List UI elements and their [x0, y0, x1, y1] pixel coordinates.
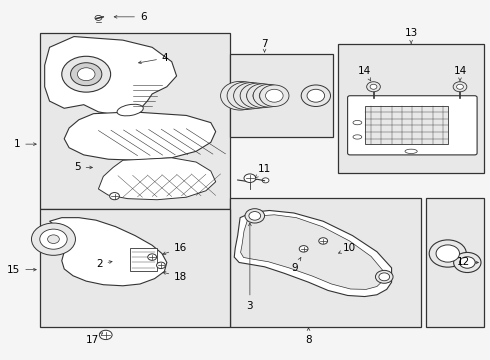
Circle shape [228, 87, 252, 105]
Circle shape [436, 245, 460, 262]
Polygon shape [49, 218, 167, 286]
Circle shape [234, 87, 257, 104]
Circle shape [148, 254, 157, 260]
Bar [130, 248, 157, 271]
Bar [40, 209, 230, 327]
Text: 8: 8 [305, 328, 312, 345]
Circle shape [99, 330, 112, 339]
Text: 1: 1 [14, 139, 36, 149]
Circle shape [62, 56, 111, 92]
Circle shape [457, 84, 464, 89]
Circle shape [367, 82, 380, 92]
Text: 3: 3 [246, 223, 253, 311]
Circle shape [234, 82, 270, 109]
Circle shape [370, 84, 377, 89]
Polygon shape [241, 215, 383, 289]
Ellipse shape [117, 104, 143, 116]
Circle shape [40, 229, 67, 249]
Circle shape [157, 262, 165, 269]
Circle shape [460, 257, 475, 268]
Text: 14: 14 [453, 66, 466, 81]
Text: 14: 14 [358, 66, 371, 81]
Circle shape [319, 238, 328, 244]
Polygon shape [64, 112, 216, 160]
Text: 16: 16 [163, 243, 187, 255]
Circle shape [249, 212, 261, 220]
FancyBboxPatch shape [347, 96, 477, 155]
Ellipse shape [405, 149, 417, 153]
Circle shape [245, 209, 265, 223]
Circle shape [429, 240, 466, 267]
Text: 7: 7 [261, 39, 268, 52]
Bar [230, 198, 421, 327]
Circle shape [253, 84, 284, 107]
Circle shape [95, 15, 102, 21]
Circle shape [246, 84, 279, 108]
Text: 10: 10 [339, 243, 356, 253]
Circle shape [301, 85, 331, 107]
Bar [365, 107, 448, 144]
Polygon shape [234, 211, 392, 297]
Circle shape [241, 87, 263, 104]
Text: 5: 5 [74, 162, 93, 172]
Circle shape [253, 89, 273, 103]
Text: 12: 12 [457, 257, 478, 267]
Circle shape [227, 82, 265, 109]
Circle shape [246, 88, 268, 103]
Circle shape [71, 63, 102, 86]
Text: 11: 11 [255, 164, 271, 178]
Circle shape [259, 89, 278, 103]
Circle shape [260, 85, 289, 107]
Ellipse shape [353, 135, 362, 139]
Circle shape [262, 178, 269, 183]
Circle shape [299, 246, 308, 252]
Circle shape [220, 81, 260, 110]
Polygon shape [45, 37, 176, 116]
Circle shape [379, 273, 390, 281]
Circle shape [307, 89, 325, 102]
Text: 9: 9 [292, 257, 301, 273]
Ellipse shape [353, 121, 362, 125]
Circle shape [454, 252, 481, 273]
Text: 18: 18 [163, 272, 187, 282]
Text: 15: 15 [7, 265, 36, 275]
Circle shape [110, 193, 120, 200]
Circle shape [77, 68, 95, 81]
Text: 4: 4 [139, 53, 169, 64]
Circle shape [244, 174, 256, 183]
Text: 17: 17 [86, 333, 103, 345]
Bar [338, 44, 485, 173]
Bar [426, 198, 485, 327]
Bar [40, 33, 230, 209]
Circle shape [375, 270, 393, 283]
Circle shape [31, 223, 75, 255]
Text: 2: 2 [96, 259, 112, 269]
Text: 6: 6 [114, 12, 147, 22]
Text: 13: 13 [405, 28, 418, 44]
Circle shape [266, 89, 283, 102]
Circle shape [453, 82, 467, 92]
Circle shape [48, 235, 59, 243]
Circle shape [240, 83, 274, 108]
Bar [230, 54, 333, 137]
Polygon shape [98, 158, 216, 200]
